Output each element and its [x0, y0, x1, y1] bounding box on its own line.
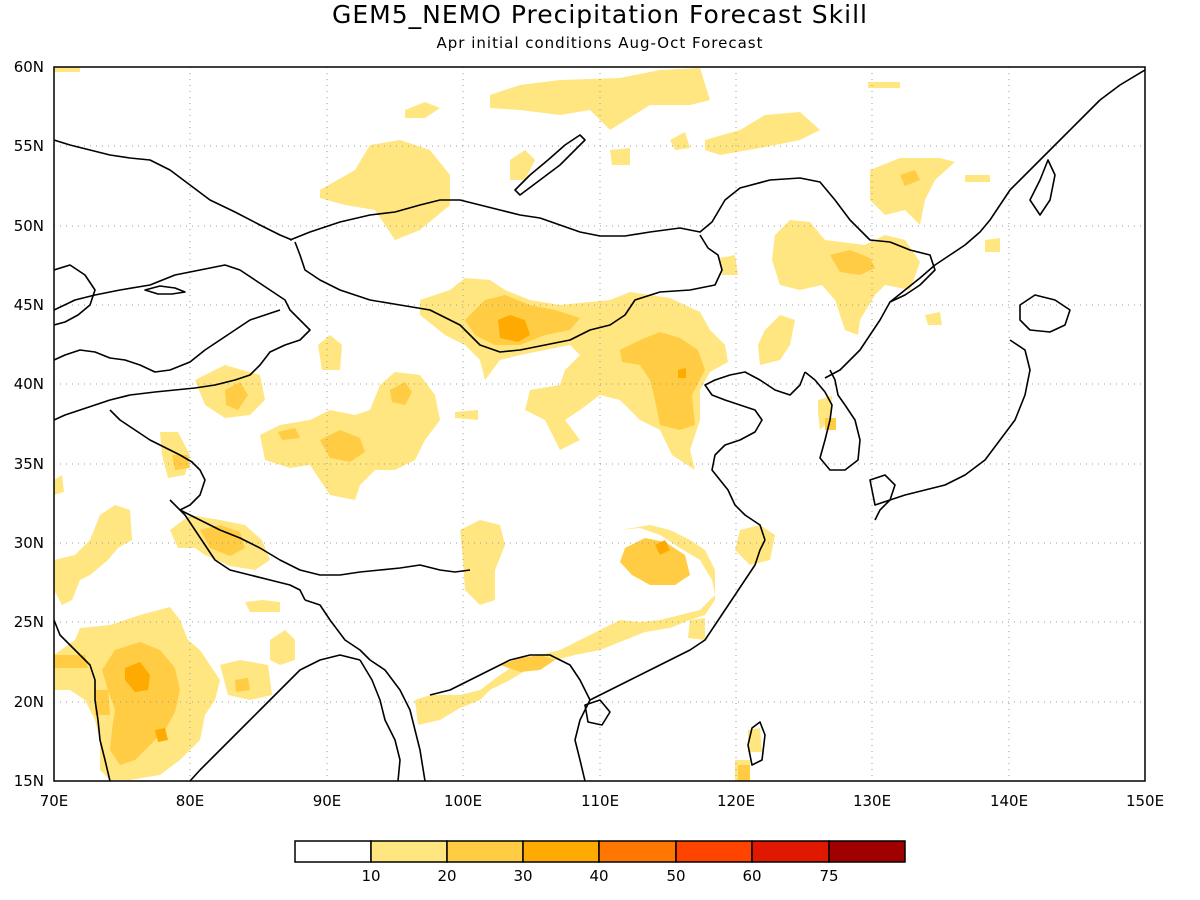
- lat-tick-label: 55N: [14, 137, 44, 155]
- lon-axis-labels: 70E 80E 90E 100E 110E 120E 130E 140E 150…: [40, 792, 1164, 810]
- colorbar-swatch: [294, 840, 372, 863]
- colorbar-label: 30: [513, 867, 532, 885]
- lon-tick-label: 110E: [581, 792, 619, 810]
- lon-tick-label: 150E: [1126, 792, 1164, 810]
- lon-tick-label: 80E: [176, 792, 205, 810]
- lon-tick-label: 100E: [444, 792, 482, 810]
- lat-tick-label: 30N: [14, 534, 44, 552]
- skill-band-20-30: [54, 170, 920, 781]
- skill-band-30-40: [125, 315, 686, 742]
- colorbar-swatch: [675, 840, 753, 863]
- lat-axis-labels: 15N 20N 25N 30N 35N 40N 45N 50N 55N 60N: [14, 58, 44, 790]
- map-title: GEM5_NEMO Precipitation Forecast Skill: [332, 0, 868, 29]
- lat-tick-label: 35N: [14, 455, 44, 473]
- lat-tick-label: 45N: [14, 296, 44, 314]
- map-frame: [53, 66, 1146, 782]
- colorbar-swatch: [751, 840, 830, 863]
- lon-tick-label: 90E: [313, 792, 342, 810]
- skill-shading: [54, 67, 1000, 781]
- lat-tick-label: 25N: [14, 613, 44, 631]
- lon-tick-label: 120E: [717, 792, 755, 810]
- colorbar: 10 20 30 40 50 60 75: [294, 840, 906, 885]
- lon-tick-label: 70E: [40, 792, 69, 810]
- lat-tick-label: 20N: [14, 693, 44, 711]
- lat-tick-label: 40N: [14, 375, 44, 393]
- lat-tick-label: 60N: [14, 58, 44, 76]
- lat-tick-label: 15N: [14, 772, 44, 790]
- colorbar-swatch: [522, 840, 600, 863]
- colorbar-label: 40: [589, 867, 608, 885]
- map-gridlines: [54, 67, 1145, 781]
- colorbar-swatch: [828, 840, 906, 863]
- skill-band-10-20: [54, 67, 1000, 781]
- colorbar-swatch: [598, 840, 677, 863]
- map-subtitle: Apr initial conditions Aug-Oct Forecast: [436, 34, 764, 52]
- colorbar-label: 60: [742, 867, 761, 885]
- colorbar-label: 75: [819, 867, 838, 885]
- lat-tick-label: 50N: [14, 217, 44, 235]
- colorbar-swatch: [446, 840, 524, 863]
- lon-tick-label: 130E: [853, 792, 891, 810]
- colorbar-label: 50: [666, 867, 685, 885]
- lon-tick-label: 140E: [990, 792, 1028, 810]
- colorbar-label: 10: [361, 867, 380, 885]
- colorbar-label: 20: [437, 867, 456, 885]
- coastlines: [54, 69, 1145, 781]
- colorbar-swatch: [370, 840, 448, 863]
